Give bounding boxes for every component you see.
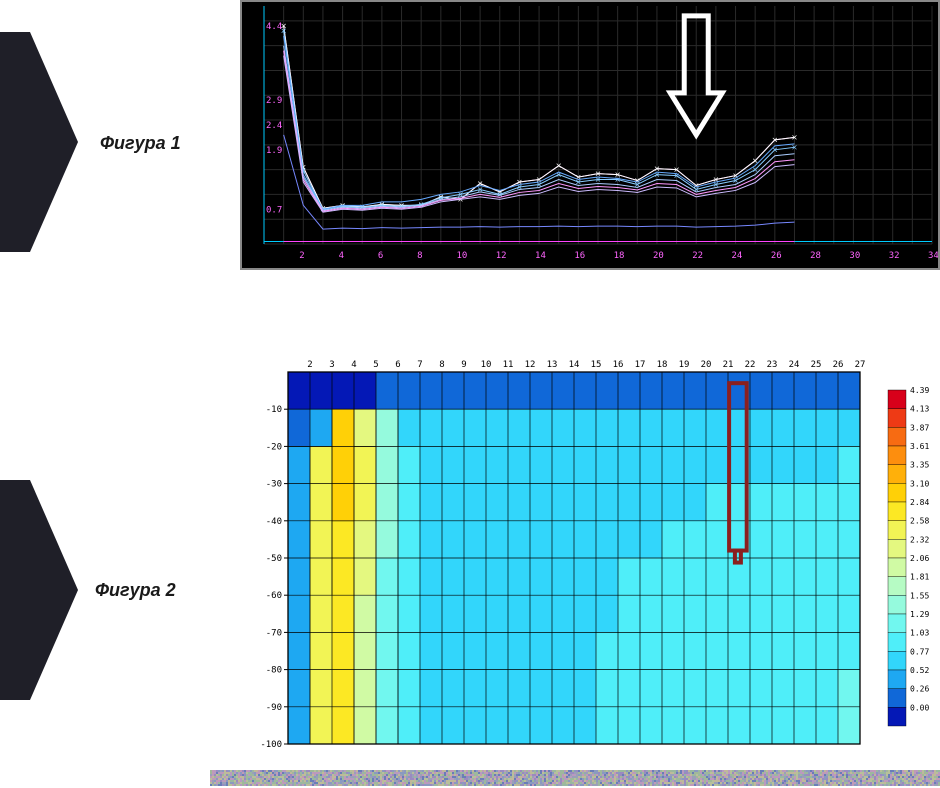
svg-text:3.87: 3.87 [910, 423, 929, 432]
svg-text:4: 4 [351, 360, 356, 370]
svg-text:26: 26 [771, 251, 782, 261]
figure-1-label: Фигура 1 [100, 133, 181, 154]
svg-text:-30: -30 [266, 480, 282, 490]
svg-text:12: 12 [525, 360, 536, 370]
svg-text:3: 3 [329, 360, 334, 370]
svg-text:2.06: 2.06 [910, 554, 929, 563]
svg-text:6: 6 [378, 251, 383, 261]
svg-text:-100: -100 [260, 740, 282, 750]
svg-text:0.7: 0.7 [266, 205, 282, 215]
svg-text:0.52: 0.52 [910, 666, 929, 675]
svg-text:3.61: 3.61 [910, 442, 929, 451]
svg-text:4.4: 4.4 [266, 22, 282, 32]
svg-text:2.4: 2.4 [266, 121, 282, 131]
svg-text:22: 22 [745, 360, 756, 370]
svg-text:12: 12 [496, 251, 507, 261]
svg-text:1.55: 1.55 [910, 591, 929, 600]
svg-text:25: 25 [811, 360, 822, 370]
svg-text:26: 26 [833, 360, 844, 370]
svg-text:5: 5 [373, 360, 378, 370]
svg-text:-80: -80 [266, 666, 282, 676]
svg-text:0.77: 0.77 [910, 647, 929, 656]
svg-text:0.26: 0.26 [910, 685, 929, 694]
svg-text:1.9: 1.9 [266, 146, 282, 156]
svg-text:9: 9 [461, 360, 466, 370]
svg-text:4: 4 [339, 251, 344, 261]
svg-text:23: 23 [767, 360, 778, 370]
side-arrow-decor-2 [0, 480, 80, 700]
svg-text:2.32: 2.32 [910, 535, 929, 544]
svg-text:14: 14 [535, 251, 546, 261]
svg-text:24: 24 [789, 360, 800, 370]
svg-text:19: 19 [679, 360, 690, 370]
svg-text:16: 16 [574, 251, 585, 261]
svg-text:8: 8 [439, 360, 444, 370]
svg-text:8: 8 [417, 251, 422, 261]
svg-text:30: 30 [849, 251, 860, 261]
svg-text:4.39: 4.39 [910, 386, 929, 395]
svg-text:24: 24 [732, 251, 743, 261]
side-arrow-decor-1 [0, 32, 80, 252]
svg-text:21: 21 [723, 360, 734, 370]
svg-text:2: 2 [307, 360, 312, 370]
svg-text:32: 32 [889, 251, 900, 261]
svg-text:4.13: 4.13 [910, 405, 929, 414]
svg-text:1.81: 1.81 [910, 573, 929, 582]
svg-text:2: 2 [299, 251, 304, 261]
svg-text:-60: -60 [266, 591, 282, 601]
svg-text:18: 18 [614, 251, 625, 261]
svg-text:20: 20 [653, 251, 664, 261]
svg-text:0.00: 0.00 [910, 703, 929, 712]
svg-text:2.84: 2.84 [910, 498, 929, 507]
svg-text:1.29: 1.29 [910, 610, 929, 619]
svg-text:3.35: 3.35 [910, 461, 929, 470]
svg-text:10: 10 [456, 251, 467, 261]
svg-text:-50: -50 [266, 554, 282, 564]
chart-1-line: 0.71.92.42.94.42468101214161820222426283… [240, 0, 940, 270]
svg-text:3.10: 3.10 [910, 479, 929, 488]
svg-text:2.58: 2.58 [910, 517, 929, 526]
footer-noise-strip [210, 770, 940, 786]
svg-text:11: 11 [503, 360, 514, 370]
svg-text:2.9: 2.9 [266, 96, 282, 106]
svg-text:-40: -40 [266, 517, 282, 527]
svg-text:16: 16 [613, 360, 624, 370]
svg-text:15: 15 [591, 360, 602, 370]
svg-text:-20: -20 [266, 442, 282, 452]
svg-text:18: 18 [657, 360, 668, 370]
figure-2-label: Фигура 2 [95, 580, 176, 601]
chart-2-heatmap: 2345678910111213141516171819202122232425… [240, 352, 940, 752]
svg-text:22: 22 [692, 251, 703, 261]
svg-text:14: 14 [569, 360, 580, 370]
svg-text:28: 28 [810, 251, 821, 261]
svg-text:-70: -70 [266, 628, 282, 638]
svg-text:6: 6 [395, 360, 400, 370]
svg-text:34: 34 [928, 251, 938, 261]
svg-text:27: 27 [855, 360, 866, 370]
svg-text:20: 20 [701, 360, 712, 370]
svg-text:10: 10 [481, 360, 492, 370]
svg-text:1.03: 1.03 [910, 629, 929, 638]
svg-text:7: 7 [417, 360, 422, 370]
svg-text:17: 17 [635, 360, 646, 370]
svg-text:13: 13 [547, 360, 558, 370]
svg-text:-90: -90 [266, 703, 282, 713]
svg-text:-10: -10 [266, 405, 282, 415]
